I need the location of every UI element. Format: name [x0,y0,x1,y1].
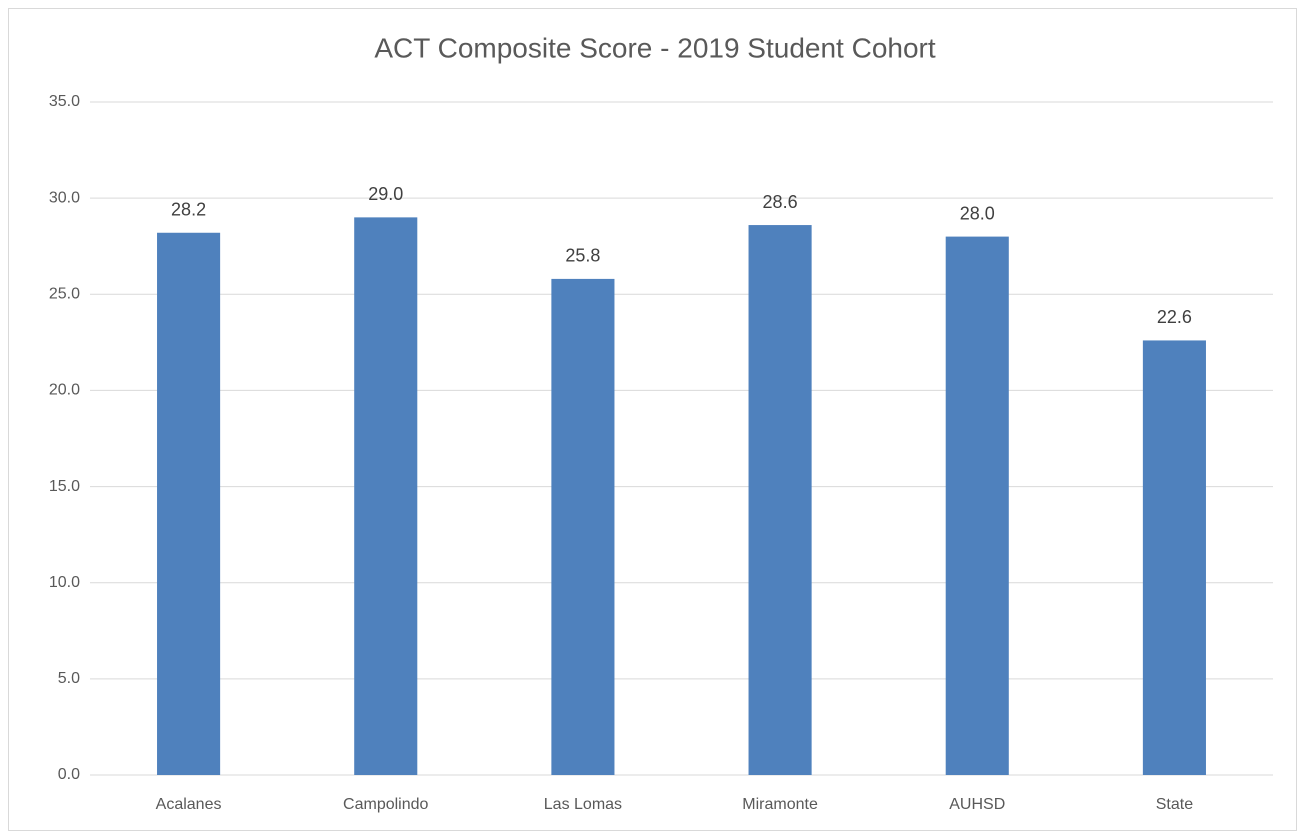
bar [551,278,615,775]
bar [945,236,1009,776]
x-tick-label: State [1156,796,1193,813]
x-tick-label: AUHSD [949,796,1005,813]
x-tick-label: Acalanes [156,796,222,813]
bar [1142,340,1206,775]
data-label: 29.0 [368,184,403,204]
data-label: 28.0 [960,203,995,223]
y-tick-label: 0.0 [58,766,80,783]
x-tick-label: Miramonte [742,796,818,813]
y-tick-label: 35.0 [49,93,80,110]
y-tick-label: 25.0 [49,286,80,303]
bar [157,232,221,776]
bar [748,225,812,775]
y-tick-label: 20.0 [49,382,80,399]
y-tick-label: 30.0 [49,189,80,206]
chart-title: ACT Composite Score - 2019 Student Cohor… [374,32,936,63]
x-tick-label: Campolindo [343,796,428,813]
x-tick-label: Las Lomas [544,796,622,813]
data-label: 28.2 [171,200,206,220]
data-label: 28.6 [763,192,798,212]
y-tick-label: 10.0 [49,574,80,591]
data-label: 25.8 [565,246,600,266]
y-tick-label: 15.0 [49,478,80,495]
chart-border [8,8,1297,831]
bar [354,217,418,775]
data-label: 22.6 [1157,307,1192,327]
y-tick-label: 5.0 [58,670,80,687]
